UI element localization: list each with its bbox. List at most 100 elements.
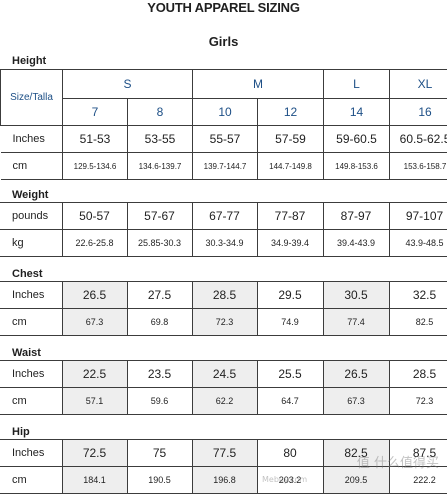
table-cell: 39.4-43.9 xyxy=(322,229,390,257)
row-unit-label: cm xyxy=(0,152,63,180)
table-cell: 62.2 xyxy=(191,387,258,415)
table-row: cm 129.5-134.6 134.6-139.7 139.7-144.7 1… xyxy=(0,152,447,180)
table-cell: 32.5 xyxy=(388,281,447,309)
table-cell: 57.1 xyxy=(61,387,128,415)
table-row: pounds 50-57 57-67 67-77 77-87 87-97 97-… xyxy=(0,202,447,230)
size-number-cell: 7 xyxy=(62,98,128,126)
table-cell: 139.7-144.7 xyxy=(192,152,259,180)
size-number-cell: 16 xyxy=(389,98,447,126)
table-cell: 184.1 xyxy=(61,466,128,494)
table-cell: 30.5 xyxy=(322,281,390,309)
table-cell: 209.5 xyxy=(322,466,390,494)
table-cell: 43.9-48.5 xyxy=(388,229,447,257)
table-cell: 153.6-158.7 xyxy=(389,152,447,180)
table-cell: 22.5 xyxy=(61,360,128,388)
table-cell: 27.5 xyxy=(126,281,193,309)
size-letter-cell: M xyxy=(192,69,325,99)
table-cell: 50-57 xyxy=(61,202,128,230)
table-cell: 25.5 xyxy=(256,360,324,388)
table-cell: 144.7-149.8 xyxy=(257,152,325,180)
watermark-sub: Mebuy.com xyxy=(262,475,308,484)
table-cell: 203.2 xyxy=(256,466,324,494)
row-unit-label: Inches xyxy=(0,125,63,153)
table-row: Inches 26.5 27.5 28.5 29.5 30.5 32.5 xyxy=(0,281,447,309)
table-row: cm 57.1 59.6 62.2 64.7 67.3 72.3 xyxy=(0,387,447,415)
table-row: cm 184.1 190.5 196.8 203.2 209.5 222.2 xyxy=(0,466,447,494)
table-cell: 87.5 xyxy=(388,439,447,467)
table-cell: 82.5 xyxy=(388,308,447,336)
table-cell: 77.5 xyxy=(191,439,258,467)
table-cell: 80 xyxy=(256,439,324,467)
page-subtitle: Girls xyxy=(208,34,239,49)
size-number-cell: 8 xyxy=(126,98,194,126)
table-cell: 97-107 xyxy=(388,202,447,230)
table-cell: 67.3 xyxy=(322,387,390,415)
waist-table: Inches 22.5 23.5 24.5 25.5 26.5 28.5 cm … xyxy=(0,360,447,415)
row-unit-label: Inches xyxy=(0,439,63,467)
table-cell: 222.2 xyxy=(388,466,447,494)
height-table: Size/Talla S M L XL 7 8 10 12 14 16 Inch… xyxy=(0,69,447,180)
section-label-waist: Waist xyxy=(12,347,41,359)
table-cell: 53-55 xyxy=(126,125,194,153)
table-cell: 25.85-30.3 xyxy=(126,229,193,257)
table-cell: 129.5-134.6 xyxy=(62,152,128,180)
table-cell: 26.5 xyxy=(322,360,390,388)
table-cell: 57-59 xyxy=(257,125,325,153)
table-cell: 67.3 xyxy=(61,308,128,336)
table-cell: 28.5 xyxy=(191,281,258,309)
section-label-weight: Weight xyxy=(12,189,49,201)
table-cell: 77.4 xyxy=(322,308,390,336)
table-cell: 190.5 xyxy=(126,466,193,494)
table-cell: 74.9 xyxy=(256,308,324,336)
hip-table: Inches 72.5 75 77.5 80 82.5 87.5 cm 184.… xyxy=(0,439,447,494)
table-row: kg 22.6-25.8 25.85-30.3 30.3-34.9 34.9-3… xyxy=(0,229,447,257)
size-letter-cell: L xyxy=(323,69,391,99)
table-cell: 34.9-39.4 xyxy=(256,229,324,257)
table-cell: 69.8 xyxy=(126,308,193,336)
table-cell: 29.5 xyxy=(256,281,324,309)
table-row: cm 67.3 69.8 72.3 74.9 77.4 82.5 xyxy=(0,308,447,336)
row-unit-label: Inches xyxy=(0,360,63,388)
size-number-cell: 12 xyxy=(257,98,325,126)
table-cell: 82.5 xyxy=(322,439,390,467)
table-cell: 134.6-139.7 xyxy=(126,152,194,180)
table-cell: 72.3 xyxy=(388,387,447,415)
table-row: Inches 22.5 23.5 24.5 25.5 26.5 28.5 xyxy=(0,360,447,388)
row-unit-label: pounds xyxy=(0,202,63,230)
table-cell: 57-67 xyxy=(126,202,193,230)
table-cell: 64.7 xyxy=(256,387,324,415)
table-cell: 87-97 xyxy=(322,202,390,230)
size-talla-label: Size/Talla xyxy=(0,69,63,126)
table-cell: 22.6-25.8 xyxy=(61,229,128,257)
size-number-cell: 10 xyxy=(192,98,259,126)
size-letter-cell: XL xyxy=(389,69,447,99)
size-number-cell: 14 xyxy=(323,98,391,126)
row-unit-label: Inches xyxy=(0,281,63,309)
table-cell: 77-87 xyxy=(256,202,324,230)
table-cell: 55-57 xyxy=(192,125,259,153)
table-cell: 60.5-62.5 xyxy=(389,125,447,153)
table-cell: 196.8 xyxy=(191,466,258,494)
chest-table: Inches 26.5 27.5 28.5 29.5 30.5 32.5 cm … xyxy=(0,281,447,336)
section-label-hip: Hip xyxy=(12,426,30,438)
table-cell: 67-77 xyxy=(191,202,258,230)
row-unit-label: cm xyxy=(0,466,63,494)
section-label-chest: Chest xyxy=(12,268,43,280)
table-cell: 72.3 xyxy=(191,308,258,336)
table-row: Inches 51-53 53-55 55-57 57-59 59-60.5 6… xyxy=(0,125,447,153)
size-letter-cell: S xyxy=(61,69,194,99)
table-cell: 23.5 xyxy=(126,360,193,388)
table-cell: 59-60.5 xyxy=(323,125,391,153)
section-label-height: Height xyxy=(12,55,47,67)
table-cell: 149.8-153.6 xyxy=(323,152,391,180)
table-cell: 51-53 xyxy=(62,125,128,153)
row-unit-label: cm xyxy=(0,387,63,415)
table-cell: 59.6 xyxy=(126,387,193,415)
page-title: YOUTH APPAREL SIZING xyxy=(147,0,300,15)
table-cell: 24.5 xyxy=(191,360,258,388)
weight-table: pounds 50-57 57-67 67-77 77-87 87-97 97-… xyxy=(0,202,447,257)
row-unit-label: kg xyxy=(0,229,63,257)
row-unit-label: cm xyxy=(0,308,63,336)
table-cell: 72.5 xyxy=(61,439,128,467)
table-cell: 30.3-34.9 xyxy=(191,229,258,257)
